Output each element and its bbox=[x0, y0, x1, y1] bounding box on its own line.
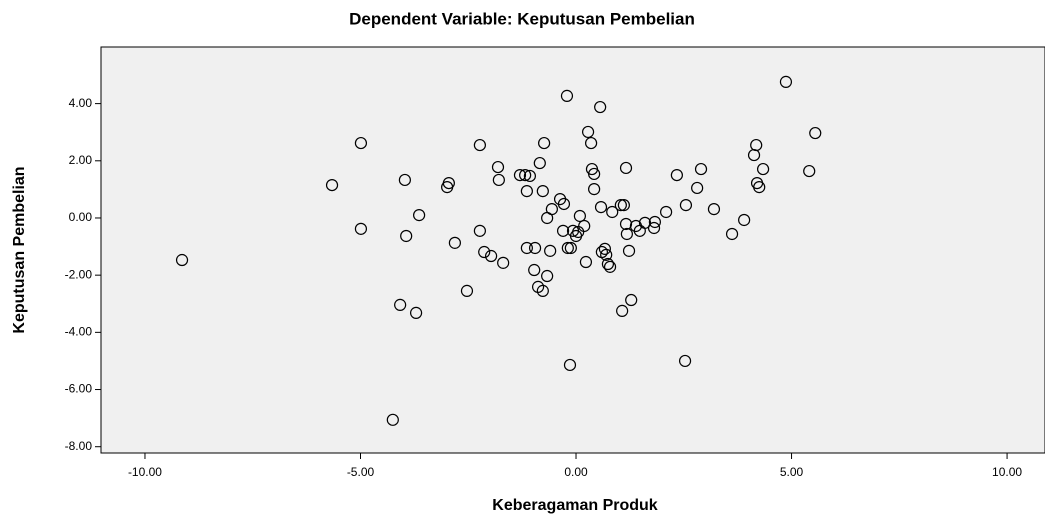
point bbox=[588, 167, 601, 181]
point bbox=[585, 136, 598, 150]
point bbox=[485, 249, 498, 263]
point bbox=[557, 197, 571, 211]
point bbox=[386, 413, 399, 426]
point bbox=[678, 354, 692, 368]
point bbox=[409, 306, 423, 320]
point bbox=[573, 209, 586, 223]
point bbox=[638, 216, 652, 229]
point bbox=[619, 217, 633, 231]
point bbox=[679, 199, 693, 212]
point bbox=[579, 255, 593, 269]
point bbox=[647, 221, 661, 235]
point bbox=[175, 253, 189, 267]
point bbox=[491, 160, 505, 174]
y-tick-label: -8.00 bbox=[65, 439, 93, 453]
point bbox=[536, 284, 549, 297]
point bbox=[448, 236, 461, 249]
x-tick-label: 10.00 bbox=[992, 465, 1022, 479]
y-axis-title: Keputusan Pembelian bbox=[11, 166, 28, 333]
point bbox=[603, 260, 617, 273]
y-tick-label: 2.00 bbox=[69, 153, 93, 167]
chart-title: Dependent Variable: Keputusan Pembelian bbox=[349, 9, 695, 28]
point bbox=[473, 138, 486, 152]
point bbox=[533, 156, 546, 170]
point bbox=[492, 173, 505, 187]
point bbox=[538, 136, 551, 150]
point bbox=[497, 256, 510, 269]
point bbox=[442, 176, 455, 190]
point bbox=[660, 205, 673, 219]
point bbox=[779, 75, 793, 88]
y-tick-label: -6.00 bbox=[65, 382, 93, 396]
x-tick-label: -5.00 bbox=[347, 465, 375, 479]
point bbox=[707, 203, 721, 216]
point bbox=[648, 215, 661, 229]
y-tick-label: -4.00 bbox=[65, 325, 93, 339]
point bbox=[519, 168, 532, 182]
point bbox=[803, 164, 816, 178]
point bbox=[398, 173, 411, 187]
point bbox=[750, 138, 763, 152]
point bbox=[606, 205, 619, 219]
point bbox=[513, 168, 527, 182]
point bbox=[598, 242, 611, 255]
x-tick-label: 0.00 bbox=[564, 465, 588, 479]
point bbox=[564, 241, 577, 255]
point bbox=[563, 358, 577, 372]
point bbox=[670, 168, 683, 182]
point bbox=[394, 298, 407, 311]
point bbox=[594, 100, 607, 114]
y-tick-label: 0.00 bbox=[69, 210, 93, 224]
point bbox=[520, 241, 533, 255]
point bbox=[588, 183, 601, 196]
point bbox=[520, 185, 533, 198]
x-axis-title: Keberagaman Produk bbox=[492, 497, 657, 514]
point bbox=[478, 245, 491, 259]
point bbox=[625, 293, 638, 307]
point bbox=[622, 244, 636, 257]
point bbox=[561, 241, 574, 255]
point bbox=[528, 241, 542, 255]
x-tick-label: 5.00 bbox=[780, 465, 804, 479]
point bbox=[556, 224, 570, 237]
point bbox=[809, 126, 822, 140]
y-tick-label: 4.00 bbox=[69, 96, 93, 110]
point bbox=[541, 269, 554, 283]
point bbox=[354, 136, 368, 150]
point bbox=[400, 229, 413, 243]
point bbox=[560, 89, 574, 102]
point bbox=[756, 162, 770, 176]
point bbox=[616, 304, 629, 317]
x-tick-label: -10.00 bbox=[128, 465, 162, 479]
y-tick-label: -2.00 bbox=[65, 267, 93, 281]
point bbox=[594, 201, 608, 214]
point bbox=[738, 213, 751, 227]
point bbox=[620, 227, 633, 241]
point bbox=[753, 180, 766, 194]
point bbox=[601, 257, 615, 271]
point bbox=[694, 162, 708, 176]
point bbox=[545, 203, 558, 216]
point bbox=[617, 199, 630, 212]
point bbox=[619, 161, 633, 175]
point bbox=[578, 219, 591, 233]
point bbox=[614, 199, 627, 212]
point bbox=[600, 248, 613, 261]
point bbox=[544, 244, 557, 257]
point bbox=[691, 181, 704, 195]
point bbox=[523, 169, 536, 183]
point bbox=[725, 227, 739, 241]
point bbox=[528, 263, 541, 277]
point bbox=[581, 125, 595, 139]
point bbox=[460, 284, 474, 297]
point bbox=[473, 224, 486, 237]
point bbox=[536, 185, 549, 198]
point bbox=[325, 178, 339, 192]
point bbox=[354, 222, 368, 235]
point bbox=[413, 209, 426, 222]
